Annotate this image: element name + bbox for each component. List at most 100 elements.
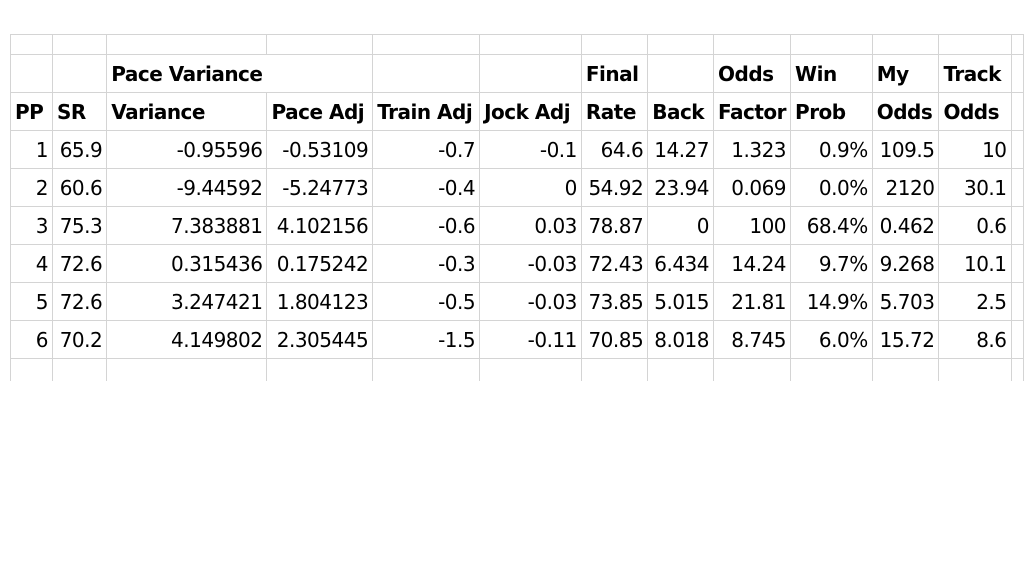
cell-jock-adj[interactable]: -0.11 (479, 320, 582, 359)
cell-pp[interactable]: 4 (9, 244, 54, 283)
cell[interactable] (52, 358, 108, 381)
cell[interactable] (266, 358, 374, 381)
cell-factor[interactable]: 21.81 (713, 282, 792, 321)
cell-jock-adj[interactable]: 0.03 (479, 206, 582, 245)
cell[interactable] (938, 34, 1012, 55)
cell[interactable] (1010, 358, 1024, 381)
cell-pp[interactable]: 2 (9, 168, 54, 207)
cell-back[interactable]: 5.015 (647, 282, 715, 321)
cell-prob[interactable]: 6.0% (790, 320, 873, 359)
header-cell-pp[interactable]: PP (9, 92, 54, 131)
cell-variance[interactable]: 3.247421 (106, 282, 268, 321)
cell[interactable] (1010, 320, 1024, 359)
cell-rate[interactable]: 64.6 (580, 130, 649, 169)
cell-pace-adj[interactable]: 2.305445 (266, 320, 374, 359)
cell[interactable] (1010, 92, 1024, 131)
cell[interactable] (1010, 206, 1024, 245)
cell-my-odds[interactable]: 9.268 (871, 244, 940, 283)
cell-sr[interactable]: 65.9 (52, 130, 108, 169)
cell-train-adj[interactable]: -0.4 (372, 168, 481, 207)
cell-pp[interactable]: 5 (9, 282, 54, 321)
cell-back[interactable]: 14.27 (647, 130, 715, 169)
cell-pp[interactable]: 3 (9, 206, 54, 245)
cell[interactable] (647, 34, 715, 55)
header-cell-win[interactable]: Win (790, 54, 873, 93)
header-cell-sr[interactable]: SR (52, 92, 108, 131)
cell-track-odds[interactable]: 10 (938, 130, 1012, 169)
cell-back[interactable]: 0 (647, 206, 715, 245)
cell[interactable] (372, 34, 481, 55)
cell-jock-adj[interactable]: -0.1 (479, 130, 582, 169)
cell-sr[interactable]: 72.6 (52, 244, 108, 283)
header-cell-prob[interactable]: Prob (790, 92, 873, 131)
cell-sr[interactable]: 70.2 (52, 320, 108, 359)
cell[interactable] (106, 358, 268, 381)
cell[interactable] (871, 358, 940, 381)
cell-track-odds[interactable]: 0.6 (938, 206, 1012, 245)
cell-variance[interactable]: 7.383881 (106, 206, 268, 245)
header-cell-my-odds[interactable]: Odds (871, 92, 940, 131)
cell-pace-adj[interactable]: 4.102156 (266, 206, 374, 245)
cell[interactable] (106, 34, 268, 55)
cell-pp[interactable]: 1 (9, 130, 54, 169)
cell[interactable] (372, 358, 481, 381)
cell-variance[interactable]: -9.44592 (106, 168, 268, 207)
cell-back[interactable]: 8.018 (647, 320, 715, 359)
cell-my-odds[interactable]: 0.462 (871, 206, 940, 245)
cell[interactable] (9, 358, 54, 381)
cell-train-adj[interactable]: -0.7 (372, 130, 481, 169)
header-cell-jock-adj[interactable]: Jock Adj (479, 92, 582, 131)
cell[interactable] (713, 358, 792, 381)
header-cell[interactable] (647, 54, 715, 93)
cell-pace-adj[interactable]: 0.175242 (266, 244, 374, 283)
cell-train-adj[interactable]: -0.5 (372, 282, 481, 321)
cell-jock-adj[interactable]: -0.03 (479, 244, 582, 283)
header-cell[interactable] (52, 54, 108, 93)
cell-rate[interactable]: 54.92 (580, 168, 649, 207)
cell[interactable] (1010, 168, 1024, 207)
cell[interactable] (647, 358, 715, 381)
header-cell-my[interactable]: My (871, 54, 940, 93)
cell-my-odds[interactable]: 2120 (871, 168, 940, 207)
cell-train-adj[interactable]: -1.5 (372, 320, 481, 359)
cell-track-odds[interactable]: 8.6 (938, 320, 1012, 359)
cell-prob[interactable]: 9.7% (790, 244, 873, 283)
cell[interactable] (266, 34, 374, 55)
cell[interactable] (713, 34, 792, 55)
cell-jock-adj[interactable]: -0.03 (479, 282, 582, 321)
header-cell-odds[interactable]: Odds (713, 54, 792, 93)
cell-sr[interactable]: 60.6 (52, 168, 108, 207)
cell-pace-adj[interactable]: 1.804123 (266, 282, 374, 321)
cell-rate[interactable]: 78.87 (580, 206, 649, 245)
header-cell-track-odds[interactable]: Odds (938, 92, 1012, 131)
cell[interactable] (1010, 130, 1024, 169)
cell-factor[interactable]: 1.323 (713, 130, 792, 169)
cell[interactable] (1010, 244, 1024, 283)
header-cell-back[interactable]: Back (647, 92, 715, 131)
cell-rate[interactable]: 73.85 (580, 282, 649, 321)
cell-back[interactable]: 6.434 (647, 244, 715, 283)
cell[interactable] (790, 34, 873, 55)
header-cell[interactable] (372, 54, 481, 93)
cell[interactable] (1010, 54, 1024, 93)
cell[interactable] (871, 34, 940, 55)
cell-track-odds[interactable]: 30.1 (938, 168, 1012, 207)
cell-back[interactable]: 23.94 (647, 168, 715, 207)
cell-variance[interactable]: -0.95596 (106, 130, 268, 169)
header-cell[interactable] (266, 54, 374, 93)
cell-prob[interactable]: 0.0% (790, 168, 873, 207)
cell-factor[interactable]: 100 (713, 206, 792, 245)
cell[interactable] (479, 34, 582, 55)
header-cell-track[interactable]: Track (938, 54, 1012, 93)
cell-factor[interactable]: 14.24 (713, 244, 792, 283)
cell[interactable] (790, 358, 873, 381)
cell-train-adj[interactable]: -0.6 (372, 206, 481, 245)
cell-pp[interactable]: 6 (9, 320, 54, 359)
cell-my-odds[interactable]: 109.5 (871, 130, 940, 169)
cell-rate[interactable]: 72.43 (580, 244, 649, 283)
cell[interactable] (580, 358, 649, 381)
cell-variance[interactable]: 0.315436 (106, 244, 268, 283)
cell-my-odds[interactable]: 15.72 (871, 320, 940, 359)
cell-factor[interactable]: 8.745 (713, 320, 792, 359)
header-cell-train-adj[interactable]: Train Adj (372, 92, 481, 131)
